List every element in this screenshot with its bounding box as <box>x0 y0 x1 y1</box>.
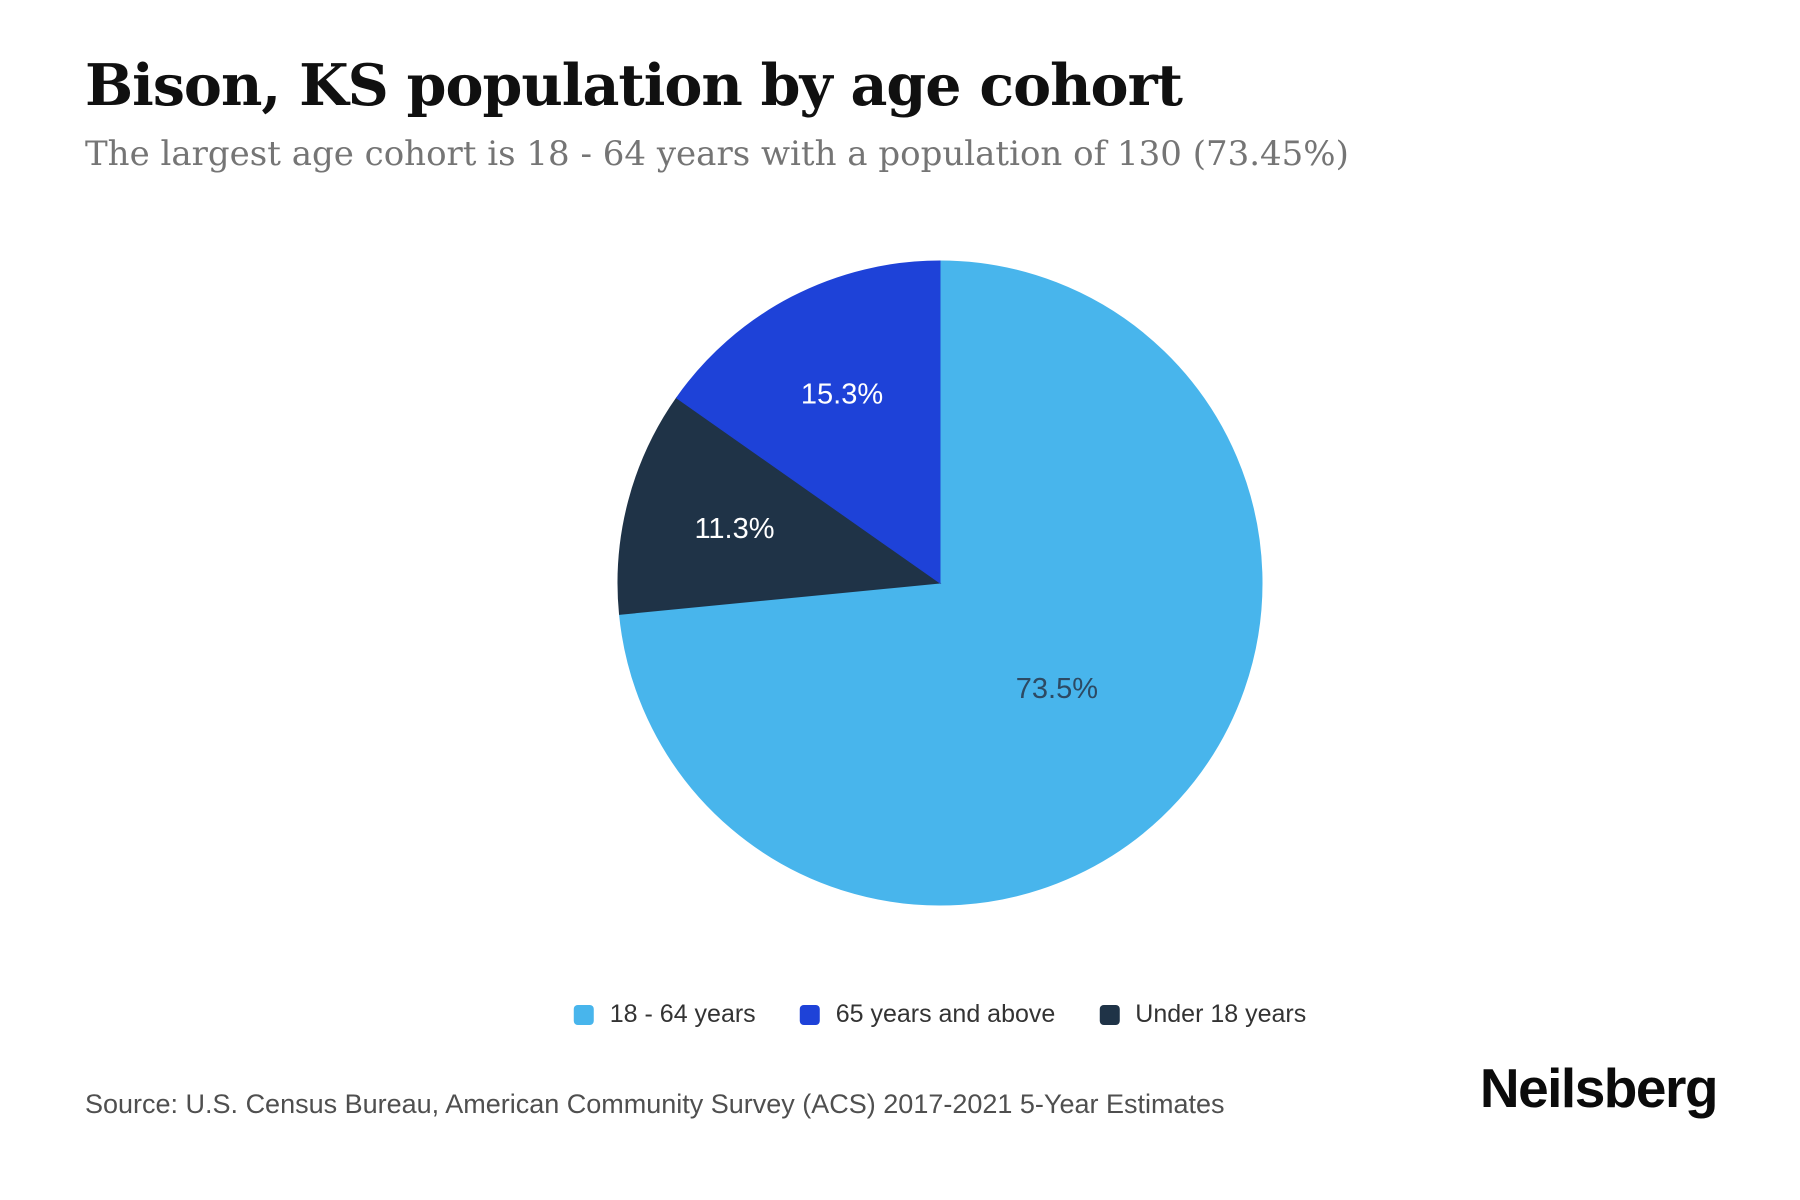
legend-swatch <box>573 1004 594 1025</box>
legend-swatch <box>799 1004 820 1025</box>
legend-item-18-64-years[interactable]: 18 - 64 years <box>573 1000 756 1029</box>
chart-title: Bison, KS population by age cohort <box>85 52 1183 119</box>
legend-swatch <box>1099 1004 1120 1025</box>
pie-slice-under-18-years[interactable] <box>617 397 942 615</box>
legend-item-label: 18 - 64 years <box>609 1000 756 1028</box>
neilsberg-logo: Neilsberg <box>1479 1057 1719 1119</box>
pie-slice-percent-label: 15.3% <box>801 378 883 410</box>
legend-item-label: 65 years and above <box>835 1000 1056 1028</box>
pie-chart: 73.5% 11.3% 15.3% <box>617 260 1263 906</box>
source-attribution: Source: U.S. Census Bureau, American Com… <box>85 1089 1225 1119</box>
legend-item-65-years-and-above[interactable]: 65 years and above <box>799 1000 1056 1029</box>
legend-item-under-18-years[interactable]: Under 18 years <box>1099 1000 1306 1029</box>
pie-slice-percent-label: 73.5% <box>1016 673 1098 705</box>
pie-slice-65-years-and-above[interactable] <box>675 260 941 584</box>
pie-slice-percent-label: 11.3% <box>694 513 774 545</box>
legend: 18 - 64 years 65 years and above Under 18 … <box>573 1000 1306 1029</box>
chart-subtitle: The largest age cohort is 18 - 64 years … <box>85 134 1349 174</box>
legend-item-label: Under 18 years <box>1135 1000 1307 1028</box>
